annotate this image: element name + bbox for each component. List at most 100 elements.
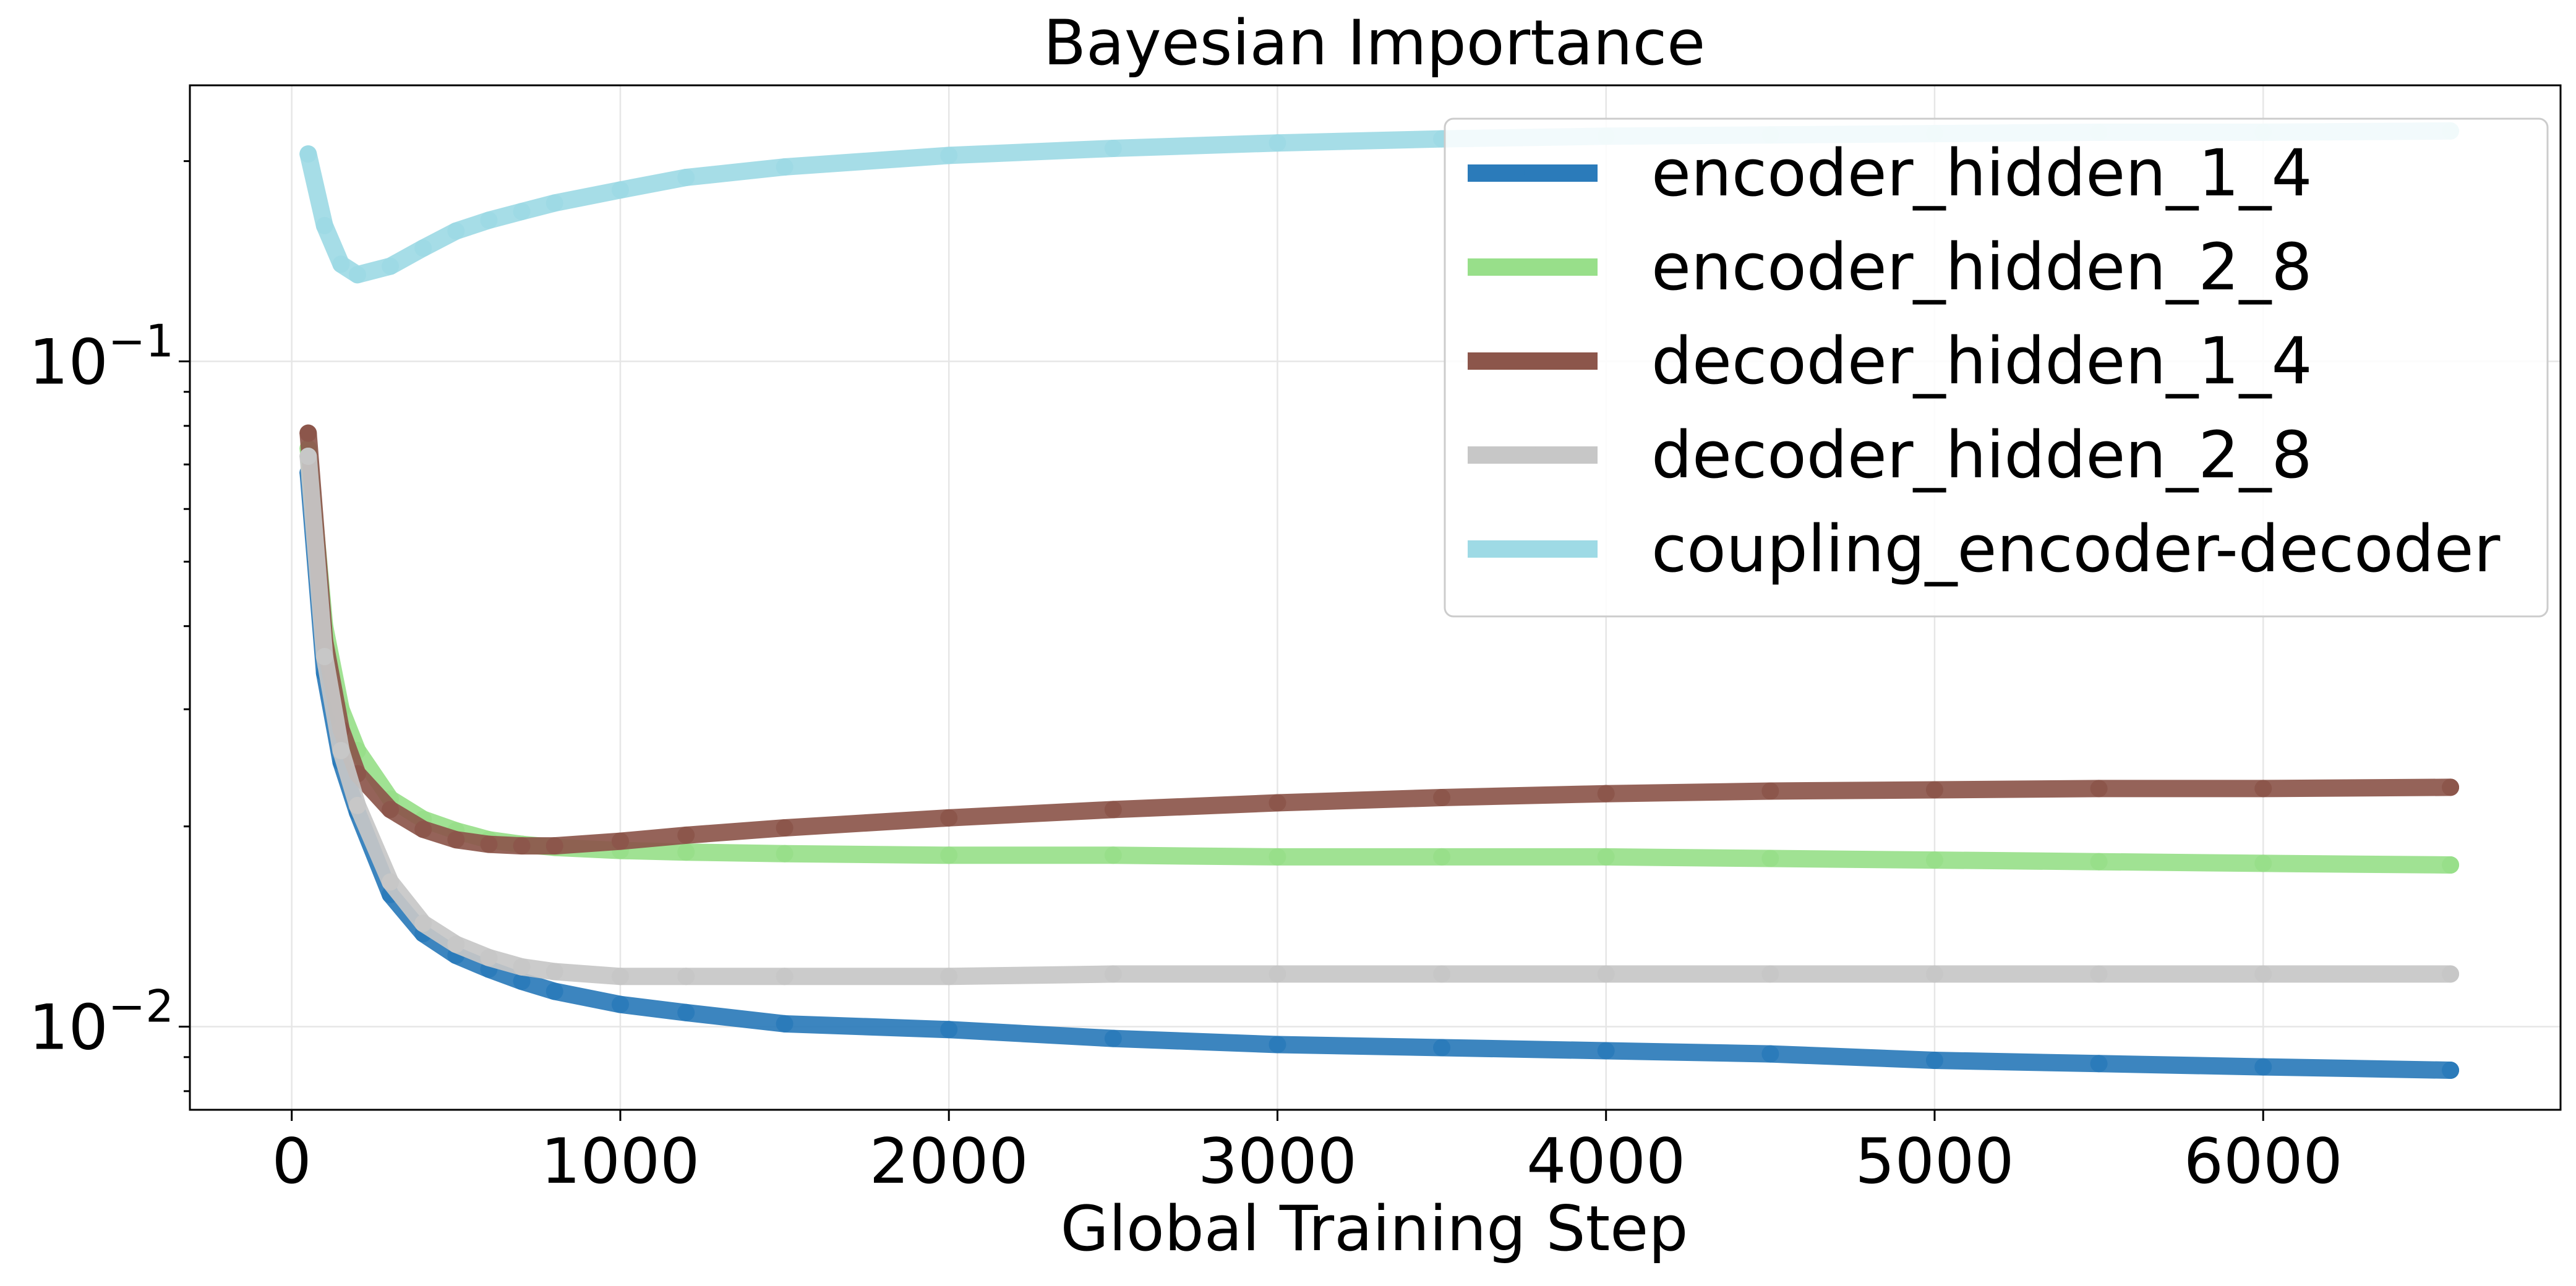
- data-point: [2442, 965, 2460, 983]
- data-point: [2442, 1062, 2460, 1079]
- data-point: [1761, 965, 1779, 983]
- data-point: [677, 169, 695, 187]
- data-point: [611, 832, 629, 850]
- data-point: [776, 158, 794, 176]
- data-point: [677, 826, 695, 844]
- data-point: [940, 147, 958, 164]
- data-point: [611, 181, 629, 199]
- data-point: [1925, 781, 1943, 799]
- data-point: [414, 239, 432, 257]
- data-point: [513, 203, 531, 221]
- data-point: [776, 1015, 794, 1033]
- data-point: [2090, 1055, 2108, 1073]
- data-point: [1269, 965, 1286, 983]
- data-point: [480, 948, 498, 966]
- legend-marker: [1524, 164, 1541, 182]
- data-point: [348, 796, 366, 814]
- data-point: [940, 968, 958, 986]
- data-point: [940, 1021, 958, 1039]
- data-point: [414, 820, 432, 838]
- data-point: [1269, 134, 1286, 152]
- data-point: [332, 255, 350, 273]
- data-point: [382, 257, 400, 275]
- data-point: [1433, 788, 1451, 806]
- legend-item: coupling_encoder-decoder: [1468, 511, 2501, 587]
- data-point: [1597, 848, 1615, 866]
- x-tick-label: 4000: [1526, 1125, 1685, 1198]
- data-point: [1925, 965, 1943, 983]
- data-point: [299, 145, 317, 163]
- data-point: [332, 742, 350, 760]
- data-point: [2254, 1058, 2272, 1076]
- x-tick-label: 1000: [541, 1125, 700, 1198]
- data-point: [348, 266, 366, 284]
- data-point: [2254, 780, 2272, 798]
- data-point: [677, 1003, 695, 1021]
- data-point: [2090, 965, 2108, 983]
- data-point: [513, 958, 531, 976]
- data-point: [1104, 801, 1122, 819]
- data-point: [677, 968, 695, 986]
- data-point: [1269, 1036, 1286, 1054]
- data-point: [1104, 1029, 1122, 1047]
- data-point: [546, 982, 563, 1000]
- y-tick-label: 10−2: [28, 981, 174, 1064]
- plot-frame: [189, 84, 2562, 1111]
- x-tick-label: 5000: [1855, 1125, 2014, 1198]
- data-point: [1761, 1045, 1779, 1063]
- data-point: [2090, 853, 2108, 871]
- y-tick-label: 10−1: [28, 315, 174, 399]
- data-point: [1433, 848, 1451, 866]
- data-point: [1597, 965, 1615, 983]
- data-point: [382, 873, 400, 891]
- data-point: [1433, 965, 1451, 983]
- x-tick-label: 3000: [1198, 1125, 1357, 1198]
- legend: encoder_hidden_1_4 encoder_hidden_2_8deco…: [1444, 117, 2549, 618]
- data-point: [513, 973, 531, 990]
- data-point: [1104, 140, 1122, 158]
- data-point: [1104, 965, 1122, 983]
- data-point: [611, 968, 629, 986]
- data-point: [677, 843, 695, 861]
- x-tick-label: 6000: [2184, 1125, 2343, 1198]
- data-point: [447, 935, 465, 953]
- x-tick-label: 0: [272, 1125, 312, 1198]
- data-point: [447, 222, 465, 240]
- data-point: [513, 837, 531, 855]
- data-point: [315, 216, 333, 234]
- data-point: [299, 448, 317, 466]
- data-point: [299, 424, 317, 442]
- series-decoder_hidden_2_8: [299, 448, 2460, 986]
- legend-marker: [1524, 540, 1541, 558]
- legend-label: decoder_hidden_1_4: [1651, 323, 2313, 399]
- data-point: [546, 837, 563, 855]
- legend-label: encoder_hidden_2_8: [1651, 229, 2313, 305]
- data-point: [2254, 965, 2272, 983]
- x-axis-label: Global Training Step: [1061, 1192, 1688, 1265]
- data-point: [382, 801, 400, 819]
- legend-item: decoder_hidden_1_4: [1468, 323, 2313, 399]
- x-axis: 0 1000 2000 3000 4000 5000 6000: [272, 1110, 2343, 1198]
- data-point: [1104, 846, 1122, 864]
- data-point: [546, 194, 563, 212]
- data-point: [2442, 856, 2460, 874]
- data-point: [480, 211, 498, 229]
- legend-item: encoder_hidden_1_4: [1468, 135, 2313, 211]
- data-point: [546, 963, 563, 981]
- data-point: [2090, 780, 2108, 798]
- data-point: [414, 914, 432, 932]
- data-point: [776, 845, 794, 862]
- data-point: [447, 831, 465, 849]
- data-point: [1269, 794, 1286, 812]
- legend-label: coupling_encoder-decoder: [1651, 511, 2501, 587]
- legend-label: encoder_hidden_1_4: [1651, 135, 2313, 211]
- data-point: [776, 968, 794, 986]
- data-point: [1761, 850, 1779, 867]
- data-point: [1925, 851, 1943, 869]
- legend-marker: [1524, 446, 1541, 464]
- legend-item: encoder_hidden_2_8: [1468, 229, 2313, 305]
- data-point: [1761, 782, 1779, 800]
- chart-title: Bayesian Importance: [1043, 6, 1706, 79]
- data-point: [1433, 1039, 1451, 1057]
